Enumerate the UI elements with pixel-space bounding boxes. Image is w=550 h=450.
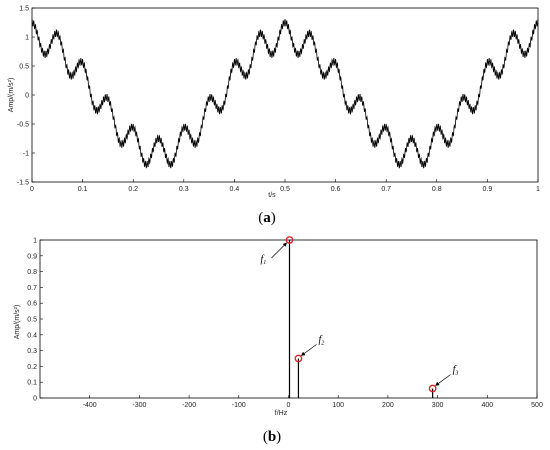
panel-b-peak-label: f3 — [453, 365, 459, 377]
panel-b-x-tick-label: 400 — [481, 402, 493, 409]
panel-b-y-tick-label: 0.7 — [27, 285, 37, 292]
panel-a-x-tick-label: 0.9 — [483, 186, 493, 193]
panel-b-x-tick-label: -100 — [232, 402, 246, 409]
panel-b-y-axis-label: Amp/(m/s²) — [14, 305, 21, 340]
panel-b-plot-area — [39, 239, 538, 399]
panel-a-x-tick-label: 0.2 — [128, 186, 138, 193]
panel-b-annotations: f1 f2 f3 — [260, 242, 459, 386]
panel-a-x-tick-label: 0.3 — [179, 186, 189, 193]
panel-a-y-tick-label: 0 — [25, 93, 29, 100]
panel-b-spectrum: -400 -300 -200 -100 0 100 200 300 400 500 1 0.9 0.8 0… — [14, 236, 543, 445]
panel-a-y-tick-label: -1 — [23, 151, 29, 158]
panel-b-caption-letter: b — [268, 429, 276, 445]
panel-a-y-tick-label: 1.5 — [19, 6, 29, 13]
panel-b-x-tick-label: 500 — [531, 402, 543, 409]
panel-a-ticks: 0 0.1 0.2 0.3 0.4 0.5 0.6 0.7 0.8 0.9 1 1.5 1 0.5 0 -0.… — [17, 6, 540, 194]
panel-a-caption-letter: a — [263, 210, 271, 226]
panel-a-x-tick-label: 0.1 — [78, 186, 88, 193]
panel-a-x-tick-label: 0.8 — [432, 186, 442, 193]
panel-a-x-tick-label: 1 — [536, 186, 540, 193]
panel-a-x-tick-label: 0.7 — [381, 186, 391, 193]
panel-b-peak-label: f1 — [260, 254, 266, 266]
panel-a-caption: (a) — [258, 210, 276, 226]
panel-b-annotation-arrow — [271, 242, 287, 259]
panel-a-y-tick-label: -1.5 — [17, 180, 29, 187]
panel-b-ticks: -400 -300 -200 -100 0 100 200 300 400 500 1 0.9 0.8 0… — [27, 238, 543, 410]
panel-a-plot-area — [31, 7, 539, 183]
panel-b-x-tick-label: -300 — [132, 402, 146, 409]
panel-a-x-tick-label: 0.5 — [280, 186, 290, 193]
panel-a-signal-line — [31, 18, 539, 169]
panel-b-y-tick-label: 0 — [33, 396, 37, 403]
panel-b-y-tick-label: 0.3 — [27, 348, 37, 355]
panel-a-x-tick-label: 0.4 — [230, 186, 240, 193]
panel-b-x-tick-label: 300 — [432, 402, 444, 409]
panel-a-y-tick-label: 0.5 — [19, 64, 29, 71]
panel-b-peak-marker — [294, 354, 303, 363]
panel-b-caption: (b) — [263, 429, 281, 445]
panel-b-peak-marker — [428, 384, 437, 393]
panel-a-y-tick-label: -0.5 — [17, 122, 29, 129]
panel-a-time-signal: 0 0.1 0.2 0.3 0.4 0.5 0.6 0.7 0.8 0.9 1 1.5 1 0.5 0 -0.… — [8, 6, 540, 227]
panel-b-x-tick-label: 200 — [382, 402, 394, 409]
panel-b-annotation-arrow — [300, 344, 317, 356]
panel-b-y-tick-label: 0.1 — [27, 380, 37, 387]
panel-a-x-axis-label: t/s — [268, 192, 276, 199]
panel-b-y-tick-label: 0.6 — [27, 301, 37, 308]
panel-b-y-tick-label: 0.9 — [27, 253, 37, 260]
panel-b-y-tick-label: 0.2 — [27, 364, 37, 371]
panel-b-x-tick-label: -200 — [182, 402, 196, 409]
panel-b-y-tick-label: 0.4 — [27, 332, 37, 339]
panel-a-x-tick-label: 0.6 — [331, 186, 341, 193]
panel-b-x-tick-label: 100 — [332, 402, 344, 409]
panel-b-y-tick-label: 0.8 — [27, 269, 37, 276]
panel-b-y-tick-label: 1 — [33, 238, 37, 245]
panel-b-y-tick-label: 0.5 — [27, 317, 37, 324]
panel-b-peak-label: f2 — [318, 335, 324, 347]
panel-b-x-tick-label: 0 — [287, 402, 291, 409]
panel-a-y-tick-label: 1 — [25, 35, 29, 42]
panel-b-x-tick-label: -400 — [83, 402, 97, 409]
panel-b-x-axis-label: f/Hz — [275, 410, 288, 417]
panel-a-x-tick-label: 0 — [30, 186, 34, 193]
panel-b-annotation-arrow — [435, 374, 451, 386]
panel-b-peak-marker — [285, 236, 294, 244]
panel-b-stems — [285, 236, 437, 398]
panel-a-y-axis-label: Amp/(m/s²) — [8, 78, 15, 113]
